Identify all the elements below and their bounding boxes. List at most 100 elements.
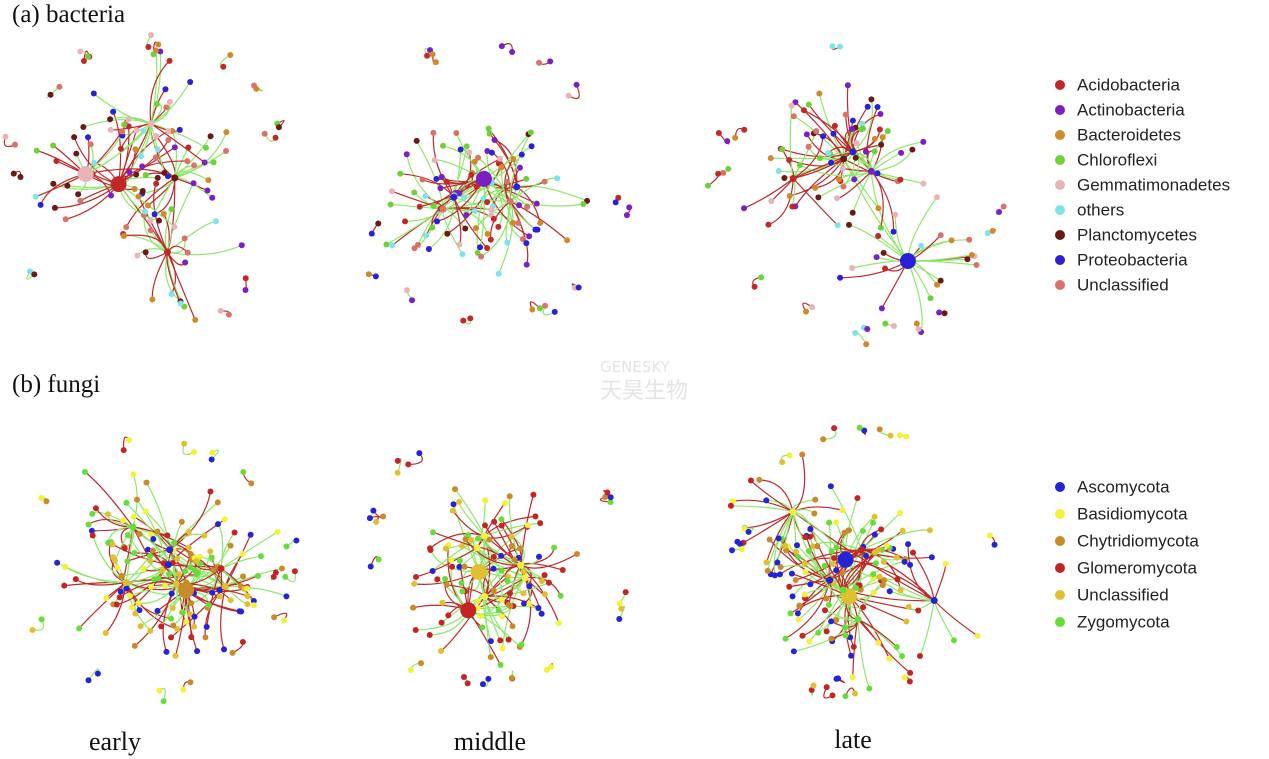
node (452, 486, 459, 493)
edge (428, 197, 455, 250)
node (227, 597, 234, 604)
node (1000, 203, 1007, 210)
node (54, 559, 61, 566)
node (242, 286, 249, 293)
edge (759, 479, 794, 512)
node (498, 516, 505, 523)
node (151, 576, 158, 583)
legend-swatch (1055, 590, 1065, 600)
node (876, 126, 883, 133)
node (829, 43, 836, 50)
node (468, 171, 475, 178)
edge (732, 499, 794, 513)
node (402, 218, 409, 225)
nodes (2, 32, 282, 323)
edge (857, 619, 870, 689)
edge (83, 118, 152, 128)
node (126, 437, 133, 444)
network (366, 450, 629, 688)
node (155, 41, 162, 48)
node (498, 567, 505, 574)
node (849, 264, 856, 271)
node (107, 126, 114, 133)
node (814, 543, 821, 550)
node (434, 218, 441, 225)
node (394, 457, 401, 464)
node (449, 563, 456, 570)
node (495, 270, 502, 277)
node (274, 528, 281, 535)
node (462, 536, 469, 543)
node (524, 522, 531, 529)
node (541, 178, 548, 185)
node (607, 494, 614, 501)
node (188, 600, 195, 607)
node (488, 206, 495, 213)
node (498, 164, 505, 171)
node (764, 567, 771, 574)
node (505, 601, 512, 608)
node (244, 585, 251, 592)
node (602, 494, 609, 501)
node (521, 574, 529, 582)
node (875, 546, 882, 553)
edge (476, 181, 493, 253)
edge (768, 178, 794, 226)
node (184, 158, 191, 165)
node (727, 502, 734, 509)
node (906, 678, 913, 685)
node (139, 188, 146, 195)
node (518, 151, 525, 158)
node (72, 576, 79, 583)
node (495, 607, 502, 614)
node (503, 178, 510, 185)
node (840, 155, 848, 163)
node (87, 141, 94, 148)
node (160, 698, 167, 705)
node (779, 459, 786, 466)
node (498, 552, 505, 559)
node (484, 244, 491, 251)
node (478, 253, 485, 260)
node (942, 560, 949, 567)
node (484, 199, 491, 206)
node (271, 614, 278, 621)
node (875, 205, 882, 212)
node (741, 126, 748, 133)
node (793, 548, 800, 555)
node (548, 664, 555, 671)
node (242, 275, 249, 282)
network (727, 424, 998, 700)
node (148, 583, 155, 590)
node (172, 652, 179, 659)
node (788, 570, 795, 577)
edge (793, 151, 854, 180)
edge (474, 161, 511, 203)
node (111, 557, 118, 564)
node (789, 593, 796, 600)
edge (808, 104, 854, 153)
node (941, 310, 948, 317)
node (523, 175, 530, 182)
node (533, 200, 540, 207)
node (240, 573, 247, 580)
node (209, 194, 216, 201)
edge (220, 531, 278, 570)
node (821, 562, 828, 569)
edge (792, 136, 824, 179)
node (367, 563, 374, 570)
edge (166, 251, 196, 321)
node (64, 182, 71, 189)
node (860, 604, 867, 611)
node (150, 535, 157, 542)
node (2, 133, 9, 140)
node (831, 425, 838, 432)
node (536, 305, 543, 312)
node (915, 325, 922, 332)
node (387, 201, 394, 208)
node (477, 613, 484, 620)
node (283, 593, 290, 600)
node (790, 113, 797, 120)
node (17, 174, 24, 181)
node (61, 582, 68, 589)
